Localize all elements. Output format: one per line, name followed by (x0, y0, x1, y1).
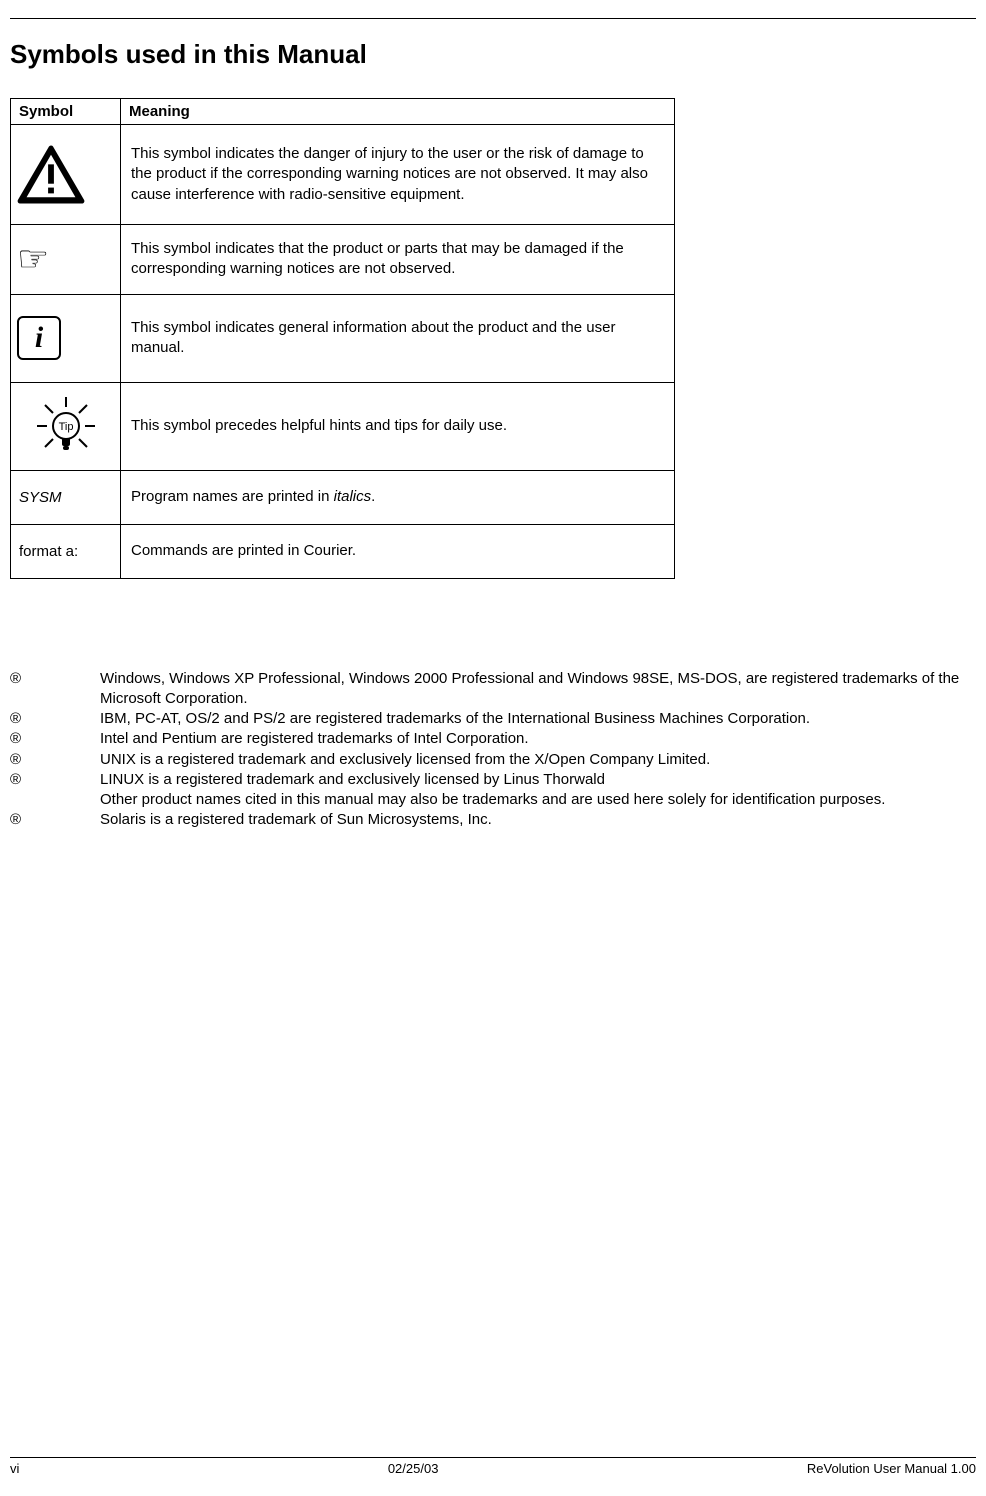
trademark-text: Other product names cited in this manual… (100, 790, 976, 810)
trademark-row: Other product names cited in this manual… (10, 790, 976, 810)
meaning-cell: This symbol indicates general informatio… (121, 294, 675, 382)
col-header-symbol: Symbol (11, 99, 121, 125)
meaning-cell: Program names are printed in italics. (121, 470, 675, 524)
footer-right: ReVolution User Manual 1.00 (807, 1461, 976, 1476)
trademark-text: UNIX is a registered trademark and exclu… (100, 750, 976, 770)
trademark-row: ® Intel and Pentium are registered trade… (10, 729, 976, 749)
trademark-text: IBM, PC-AT, OS/2 and PS/2 are registered… (100, 709, 976, 729)
col-header-meaning: Meaning (121, 99, 675, 125)
table-header-row: Symbol Meaning (11, 99, 675, 125)
symbol-cell: SYSM (11, 470, 121, 524)
symbol-cell: format a: (11, 524, 121, 578)
registered-mark: ® (10, 770, 100, 790)
meaning-cell: Commands are printed in Courier. (121, 524, 675, 578)
footer-center: 02/25/03 (388, 1461, 439, 1476)
table-row: i This symbol indicates general informat… (11, 294, 675, 382)
page-footer: vi 02/25/03 ReVolution User Manual 1.00 (10, 1457, 976, 1476)
svg-text:Tip: Tip (58, 421, 73, 433)
trademark-text: Windows, Windows XP Professional, Window… (100, 669, 976, 710)
top-rule (10, 18, 976, 19)
registered-mark (10, 790, 100, 810)
meaning-cell: This symbol precedes helpful hints and t… (121, 382, 675, 470)
table-row: ☞ This symbol indicates that the product… (11, 225, 675, 295)
meaning-cell: This symbol indicates that the product o… (121, 225, 675, 295)
trademark-row: ® Solaris is a registered trademark of S… (10, 810, 976, 830)
trademark-row: ® IBM, PC-AT, OS/2 and PS/2 are register… (10, 709, 976, 729)
trademarks-block: ® Windows, Windows XP Professional, Wind… (10, 669, 976, 831)
trademark-text: Solaris is a registered trademark of Sun… (100, 810, 976, 830)
table-row: Tip This symbol precedes helpful hints a… (11, 382, 675, 470)
pointing-hand-icon: ☞ (17, 238, 49, 279)
info-icon: i (17, 316, 61, 360)
symbol-cell: Tip (11, 382, 121, 470)
warning-triangle-icon (17, 145, 114, 205)
trademark-text: LINUX is a registered trademark and excl… (100, 770, 976, 790)
registered-mark: ® (10, 729, 100, 749)
registered-mark: ® (10, 709, 100, 729)
meaning-cell: This symbol indicates the danger of inju… (121, 125, 675, 225)
symbol-cell: i (11, 294, 121, 382)
footer-left: vi (10, 1461, 19, 1476)
table-row: SYSM Program names are printed in italic… (11, 470, 675, 524)
symbol-cell (11, 125, 121, 225)
page-heading: Symbols used in this Manual (10, 39, 976, 70)
registered-mark: ® (10, 810, 100, 830)
meaning-text-suffix: . (371, 488, 375, 505)
trademark-row: ® Windows, Windows XP Professional, Wind… (10, 669, 976, 710)
table-row: format a: Commands are printed in Courie… (11, 524, 675, 578)
meaning-text-prefix: Program names are printed in (131, 488, 334, 505)
meaning-text-italic: italics (334, 488, 372, 505)
symbol-cell: ☞ (11, 225, 121, 295)
trademark-row: ® UNIX is a registered trademark and exc… (10, 750, 976, 770)
symbols-table: Symbol Meaning This symbol indicates the… (10, 98, 675, 579)
trademark-text: Intel and Pentium are registered tradema… (100, 729, 976, 749)
trademark-row: ® LINUX is a registered trademark and ex… (10, 770, 976, 790)
registered-mark: ® (10, 669, 100, 710)
registered-mark: ® (10, 750, 100, 770)
table-row: This symbol indicates the danger of inju… (11, 125, 675, 225)
tip-lightbulb-icon: Tip (17, 395, 114, 457)
